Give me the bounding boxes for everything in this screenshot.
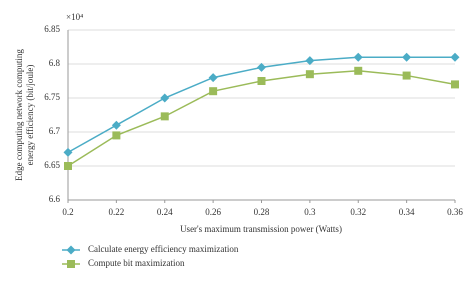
y-multiplier: ×10⁴ xyxy=(66,12,83,22)
data-point xyxy=(64,162,72,170)
data-point xyxy=(305,56,315,66)
data-point xyxy=(209,87,218,96)
x-tick-label: 0.3 xyxy=(304,207,316,217)
legend-label: Compute bit maximization xyxy=(88,258,185,268)
x-tick-label: 0.2 xyxy=(62,207,73,217)
data-point xyxy=(160,112,169,121)
x-tick-label: 0.32 xyxy=(350,207,366,217)
y-axis-label: energy efficiency (bit/joule) xyxy=(25,65,35,166)
legend-marker xyxy=(66,245,76,255)
legend-label: Calculate energy efficiency maximization xyxy=(88,244,239,254)
x-tick-label: 0.22 xyxy=(109,207,125,217)
data-point xyxy=(63,147,73,157)
x-tick-label: 0.24 xyxy=(157,207,173,217)
y-tick-label: 6.6 xyxy=(49,194,61,204)
x-axis-label: User's maximum transmission power (Watts… xyxy=(180,224,342,234)
data-point xyxy=(402,71,411,80)
y-tick-label: 6.85 xyxy=(44,24,60,34)
y-tick-label: 6.65 xyxy=(44,160,60,170)
y-axis-label: Edge computing network computing xyxy=(14,49,24,181)
x-tick-label: 0.36 xyxy=(447,207,463,217)
data-point xyxy=(353,52,363,62)
series-line xyxy=(67,70,456,167)
legend-marker xyxy=(67,260,75,268)
y-tick-label: 6.7 xyxy=(49,126,61,136)
data-point xyxy=(111,120,121,130)
y-tick-label: 6.75 xyxy=(44,92,60,102)
data-point xyxy=(402,52,412,62)
x-tick-label: 0.34 xyxy=(399,207,415,217)
data-point xyxy=(208,73,218,83)
x-tick-label: 0.28 xyxy=(254,207,270,217)
data-point xyxy=(257,62,266,72)
data-point xyxy=(451,80,459,89)
data-point xyxy=(257,77,266,85)
data-point xyxy=(450,52,460,62)
data-point xyxy=(305,70,314,79)
data-point xyxy=(160,93,170,103)
data-point xyxy=(112,131,121,140)
data-point xyxy=(354,66,363,75)
x-tick-label: 0.26 xyxy=(205,207,221,217)
y-tick-label: 6.8 xyxy=(49,58,61,68)
